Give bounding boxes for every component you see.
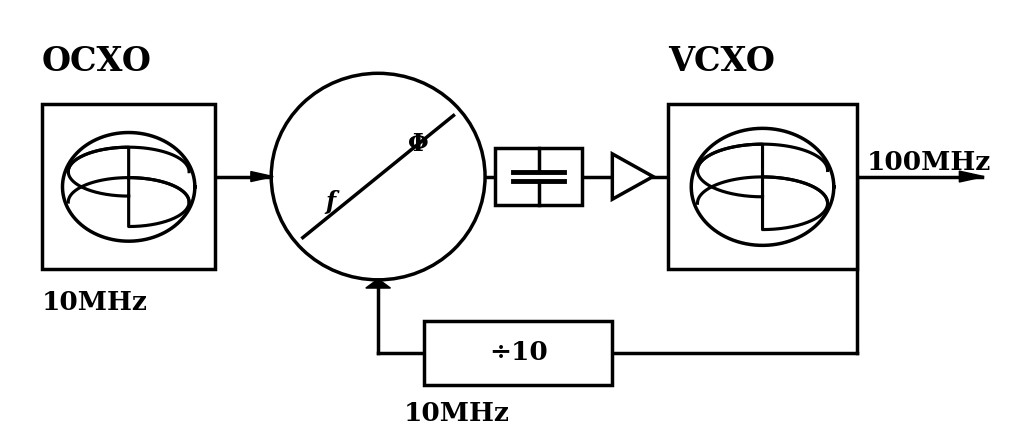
Bar <box>668 104 857 269</box>
Text: Φ: Φ <box>408 132 429 156</box>
Polygon shape <box>251 172 273 181</box>
Polygon shape <box>366 279 391 288</box>
Ellipse shape <box>271 73 485 280</box>
Polygon shape <box>613 154 654 199</box>
Text: OCXO: OCXO <box>42 45 152 78</box>
Bar <box>42 104 215 269</box>
Text: ÷10: ÷10 <box>488 340 548 365</box>
Text: VCXO: VCXO <box>668 45 776 78</box>
Text: 10MHz: 10MHz <box>403 401 510 426</box>
Text: 10MHz: 10MHz <box>42 290 148 315</box>
Bar <box>496 147 582 206</box>
Text: f: f <box>325 190 336 215</box>
Text: 100MHz: 100MHz <box>867 150 991 175</box>
Bar <box>424 321 613 385</box>
Polygon shape <box>959 171 984 182</box>
